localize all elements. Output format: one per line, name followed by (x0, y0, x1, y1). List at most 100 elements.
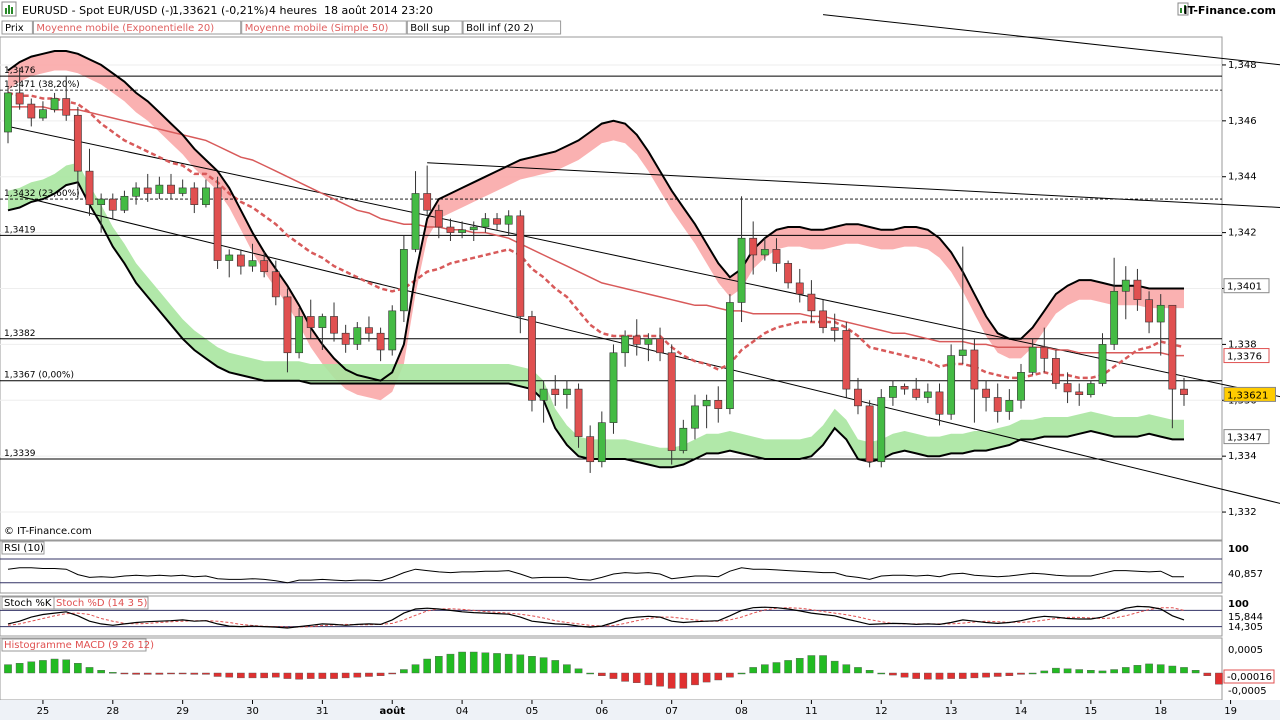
macd-axis-bottom: -0,0005 (1228, 686, 1267, 697)
macd-bar (435, 656, 443, 674)
macd-bar (400, 669, 408, 674)
macd-bar (15, 663, 24, 674)
rsi-axis-value: 40,857 (1228, 569, 1263, 580)
brand-label: IT-Finance.com (1183, 4, 1276, 17)
macd-bar (1017, 672, 1025, 675)
macd-bar (1145, 663, 1153, 674)
candle (632, 319, 641, 356)
macd-bar (516, 654, 525, 674)
macd-bar (1087, 670, 1095, 674)
candle (842, 322, 851, 398)
candle (4, 87, 12, 144)
candle (702, 394, 711, 429)
candle-down (795, 282, 804, 295)
candle-up (202, 187, 210, 205)
rsi-label: RSI (10) (4, 543, 44, 554)
stoch-d-line (7, 607, 1185, 628)
macd-bar (248, 672, 257, 679)
level-label: 1,3339 (4, 449, 36, 459)
x-tick-label: 08 (735, 706, 748, 717)
candle (178, 179, 187, 197)
candle (912, 377, 921, 401)
candle (411, 171, 420, 253)
candle (73, 106, 82, 200)
price-tag-value: 1,3376 (1227, 352, 1262, 363)
sma50-line (8, 106, 1184, 357)
trendline (427, 162, 1280, 208)
macd-bar (877, 672, 886, 675)
stoch-k-line (7, 605, 1185, 629)
candle-down (865, 405, 874, 463)
bollinger-upper-line (7, 50, 1184, 382)
indicator-lines (7, 50, 1185, 469)
candle-down (143, 187, 152, 194)
price-tag: 1,3347 (1223, 429, 1270, 445)
candle-down (423, 193, 432, 211)
candle (295, 308, 303, 359)
candle-up (39, 109, 47, 119)
candle-down (586, 436, 595, 463)
candle (714, 386, 723, 423)
stoch-k-label: Stoch %K (4, 598, 52, 609)
macd-label: Histogramme MACD (9 26 12) (4, 640, 154, 651)
ema20-line (7, 91, 1185, 380)
candle (784, 260, 793, 289)
macd-bar (1075, 669, 1084, 674)
macd-label-box (1, 638, 147, 652)
candle (481, 213, 490, 233)
candle (667, 344, 676, 465)
candle-up (225, 254, 234, 261)
candle (644, 333, 653, 362)
candle-down (912, 388, 921, 398)
stoch-plot (0, 605, 1222, 629)
candle-down (434, 209, 443, 228)
candle-down (854, 388, 862, 407)
candle-down (27, 103, 36, 119)
candle (1040, 327, 1049, 373)
candle-up (248, 260, 257, 267)
candle-down (528, 316, 536, 401)
candle-down (900, 386, 909, 390)
macd-bar (900, 672, 909, 678)
macd-bar (365, 672, 373, 677)
candle (539, 380, 548, 423)
candle-down (1180, 388, 1188, 395)
candle (446, 218, 455, 241)
candle (330, 302, 338, 342)
quote-value: 1,33621 (-0,21%) (172, 4, 268, 17)
price-tag-value: 1,3401 (1227, 282, 1262, 293)
candle (1086, 380, 1095, 398)
candle (248, 243, 257, 272)
candle-up (702, 399, 711, 407)
legend-item-box (406, 20, 463, 35)
legend-item-box (462, 20, 562, 35)
stoch-d-label-box (53, 596, 149, 610)
macd-bar (1005, 672, 1014, 676)
macd-bar (632, 672, 641, 684)
macd-bar (854, 667, 862, 674)
candle-up (120, 195, 129, 211)
macd-bar (202, 672, 210, 675)
macd-bar (667, 672, 676, 689)
macd-bar (132, 672, 140, 675)
candle (1005, 389, 1014, 420)
candle-down (85, 170, 94, 205)
stoch-axis-d: 15,844 (1228, 612, 1263, 623)
legend-item: Moyenne mobile (Exponentielle 20) (36, 23, 214, 34)
candle-up (504, 215, 513, 225)
macd-bar (481, 652, 490, 674)
bollinger-lower-line (7, 181, 1184, 469)
candle (213, 176, 222, 269)
candle (434, 204, 443, 239)
candle (1121, 266, 1130, 320)
legend-item-box (241, 20, 407, 35)
x-tick-label: 15 (1084, 706, 1097, 717)
menu-icon[interactable] (1, 1, 17, 17)
candle (993, 383, 1002, 423)
macd-bar (97, 670, 105, 674)
macd-bar (1040, 670, 1049, 674)
candle (108, 193, 117, 219)
x-tick-label: 31 (316, 706, 329, 717)
candle (1156, 294, 1165, 356)
candle-up (1098, 344, 1107, 384)
